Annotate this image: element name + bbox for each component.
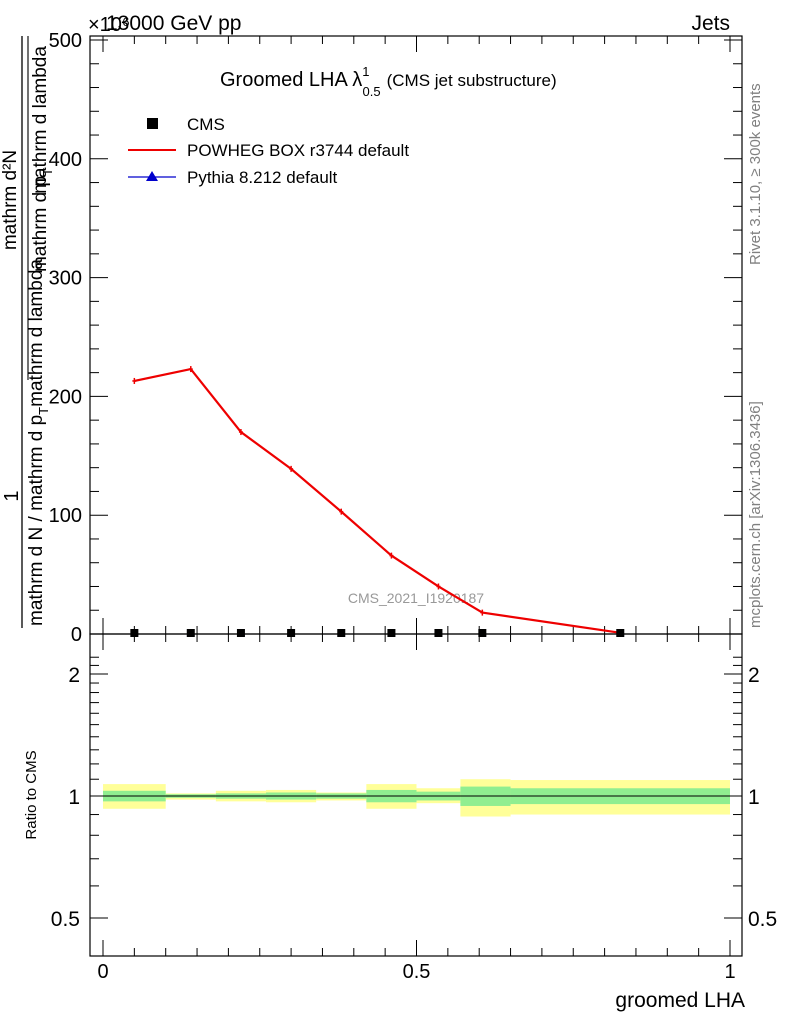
legend-pythia-label: Pythia 8.212 default xyxy=(187,168,338,187)
cms-point xyxy=(434,629,443,637)
cms-point xyxy=(478,629,487,637)
ylabel-denominator: mathrm d N / mathrm d pTmathrm d lambda xyxy=(26,259,51,626)
main-plot-area: 0 100 200 300 400 500 xyxy=(49,30,742,646)
x-tick-label: 0 xyxy=(97,961,108,983)
ratio-plot-area: 0.5 0.5 1 1 2 2 0 0.5 1 xyxy=(51,634,777,983)
ylabel-inner-den: mathrm d pT xyxy=(30,168,55,272)
plot-title: Groomed LHA λ1 0.5(CMS jet substructure) xyxy=(220,64,557,99)
main-ytick-label: 400 xyxy=(49,149,82,171)
main-ytick-label: 500 xyxy=(49,30,82,52)
main-ytick-label: 300 xyxy=(49,268,82,290)
main-ytick-label: 200 xyxy=(49,386,82,408)
main-ytick-label: 100 xyxy=(49,505,82,527)
jets-label: Jets xyxy=(691,12,730,35)
ratio-ytick-label-right: 2 xyxy=(748,664,760,687)
ratio-ytick-label: 2 xyxy=(68,664,80,687)
cms-point xyxy=(387,629,396,637)
svg-text:mathrm d lambda: mathrm d lambda xyxy=(30,46,51,194)
ratio-ytick-label: 1 xyxy=(68,786,80,809)
cms-point xyxy=(616,629,625,637)
legend-cms-label: CMS xyxy=(187,115,225,134)
main-ytick-label: 0 xyxy=(71,624,82,646)
x-axis-label: groomed LHA xyxy=(615,989,745,1012)
ratio-ytick-label: 0.5 xyxy=(51,908,80,931)
exponent-label: ×10⁶ xyxy=(88,14,130,36)
x-tick-label: 0.5 xyxy=(403,961,431,983)
legend-pythia-marker xyxy=(146,171,158,181)
ratio-ytick-label-right: 0.5 xyxy=(748,908,777,931)
main-ylabel: 1 mathrm d N / mathrm d pTmathrm d lambd… xyxy=(0,36,55,628)
cms-point xyxy=(186,629,195,637)
cms-point xyxy=(236,629,245,637)
cms-point xyxy=(287,629,296,637)
legend: CMS POWHEG BOX r3744 default Pythia 8.21… xyxy=(128,115,409,187)
mcplots-label: mcplots.cern.ch [arXiv:1306.3436] xyxy=(747,401,764,628)
ratio-ytick-label-right: 1 xyxy=(748,786,760,809)
legend-powheg-label: POWHEG BOX r3744 default xyxy=(187,141,409,160)
cms-point xyxy=(337,629,346,637)
rivet-label: Rivet 3.1.10, ≥ 300k events xyxy=(747,83,764,265)
legend-cms-marker xyxy=(147,118,158,129)
energy-label: 13000 GeV pp xyxy=(106,12,241,35)
svg-text:1: 1 xyxy=(1,490,23,501)
ratio-ylabel: Ratio to CMS xyxy=(23,750,40,839)
analysis-label: CMS_2021_I1920187 xyxy=(348,590,484,606)
ylabel-inner-num: mathrm d²N xyxy=(0,150,21,250)
x-tick-label: 1 xyxy=(724,961,735,983)
cms-point xyxy=(130,629,139,637)
